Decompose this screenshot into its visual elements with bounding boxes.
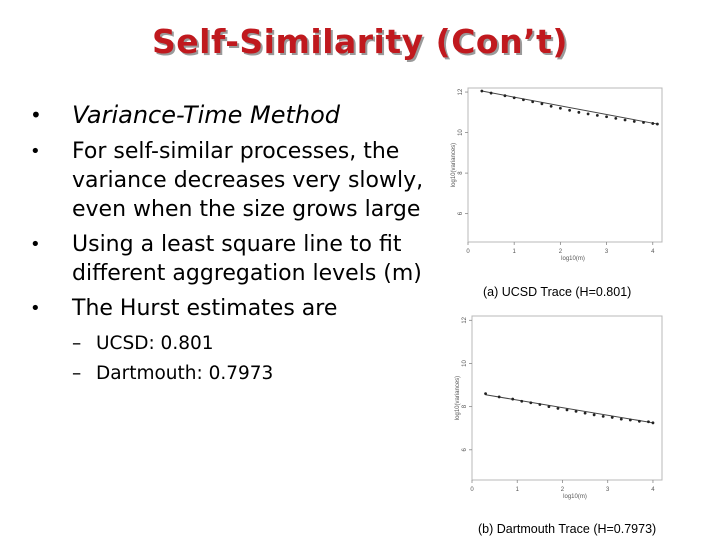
- y-tick-label: 8: [462, 404, 468, 408]
- dartmouth-variance-time-plot: 0 1 2 3 4 12 10 8 6 log10(m) log10(variances): [448, 310, 668, 510]
- x-axis-label: log10(m): [561, 256, 585, 262]
- y-tick-label: 6: [458, 211, 464, 215]
- sub-bullet-item: – UCSD: 0.801: [24, 329, 424, 359]
- fit-line: [485, 394, 654, 424]
- data-point: [628, 418, 632, 422]
- fit-line: [481, 90, 658, 125]
- data-point: [520, 399, 524, 403]
- data-point: [538, 403, 542, 406]
- sub-bullet-text: UCSD: 0.801: [96, 333, 214, 354]
- x-tick-label: 3: [606, 487, 610, 493]
- data-point: [511, 397, 515, 401]
- data-point: [637, 419, 641, 423]
- data-point: [522, 98, 525, 102]
- bullet-text: For self-similar processes, the variance…: [72, 139, 424, 222]
- y-axis-label: log10(variances): [455, 376, 461, 420]
- x-tick-label: 1: [516, 487, 520, 493]
- data-point: [568, 108, 572, 112]
- y-tick-label: 8: [458, 171, 464, 175]
- bullet-item: • Variance-Time Method: [24, 100, 424, 131]
- bullet-dot: •: [30, 298, 41, 319]
- sub-bullet-dash: –: [72, 363, 82, 384]
- x-tick-label: 0: [466, 249, 470, 255]
- bullet-item: • Using a least square line to fit diffe…: [24, 230, 424, 288]
- bullet-text: The Hurst estimates are: [72, 296, 338, 321]
- data-point: [558, 106, 562, 110]
- y-tick-label: 12: [462, 316, 468, 323]
- data-point: [503, 94, 507, 98]
- data-point: [614, 116, 618, 120]
- data-point: [549, 104, 553, 108]
- data-point: [595, 113, 599, 117]
- data-point: [619, 417, 623, 421]
- y-tick-label: 12: [458, 88, 464, 95]
- data-point: [547, 405, 551, 409]
- data-point: [574, 409, 578, 413]
- y-tick-label: 6: [462, 447, 468, 451]
- data-point: [577, 110, 581, 114]
- data-point: [497, 395, 501, 399]
- x-tick-label: 2: [561, 487, 565, 493]
- ucsd-plot-caption: (a) UCSD Trace (H=0.801): [483, 285, 632, 299]
- x-tick-label: 3: [605, 249, 609, 255]
- data-point: [632, 120, 636, 123]
- plot-frame: [467, 87, 663, 243]
- data-point: [556, 406, 560, 410]
- data-point: [651, 122, 655, 125]
- data-point: [651, 421, 655, 425]
- y-tick-label: 10: [458, 129, 464, 136]
- data-point: [583, 411, 587, 415]
- data-point: [529, 401, 533, 405]
- data-point: [605, 115, 608, 119]
- x-tick-label: 4: [651, 249, 655, 255]
- y-axis-label: log10(variances): [451, 143, 457, 187]
- bullet-item: • For self-similar processes, the varian…: [24, 137, 424, 224]
- bullet-list: • Variance-Time Method • For self-simila…: [24, 100, 424, 389]
- data-point: [610, 416, 614, 419]
- data-point: [540, 102, 544, 106]
- x-tick-label: 1: [513, 249, 517, 255]
- bullet-text: Using a least square line to fit differe…: [72, 232, 422, 286]
- x-tick-label: 0: [470, 487, 474, 493]
- data-point: [592, 413, 596, 417]
- x-tick-label: 4: [651, 487, 655, 493]
- x-tick-label: 2: [559, 249, 563, 255]
- data-point: [565, 408, 569, 412]
- data-point: [512, 96, 516, 100]
- data-point: [531, 100, 535, 104]
- data-point: [489, 91, 493, 95]
- slide-title: Self-Similarity (Con’t): [151, 22, 568, 61]
- bullet-dot: •: [30, 234, 41, 255]
- data-point: [480, 89, 484, 93]
- dartmouth-plot-caption: (b) Dartmouth Trace (H=0.7973): [478, 522, 657, 536]
- y-tick-label: 10: [462, 359, 468, 366]
- sub-bullet-dash: –: [72, 333, 82, 354]
- bullet-item: • The Hurst estimates are: [24, 294, 424, 323]
- data-point: [623, 118, 627, 122]
- bullet-dot: •: [30, 141, 41, 162]
- bullet-text: Variance-Time Method: [72, 101, 341, 129]
- sub-bullet-text: Dartmouth: 0.7973: [96, 363, 274, 384]
- data-point: [655, 122, 659, 126]
- plot-frame: [471, 315, 663, 481]
- sub-bullet-item: – Dartmouth: 0.7973: [24, 359, 424, 389]
- data-point: [484, 392, 487, 396]
- data-point: [647, 420, 650, 424]
- x-axis-label: log10(m): [563, 494, 587, 500]
- bullet-dot: •: [30, 103, 42, 127]
- ucsd-variance-time-plot: 0 1 2 3 4 12 10 8 6 log10(m) log10(variances): [448, 84, 668, 264]
- data-point: [586, 112, 590, 116]
- data-point: [642, 121, 645, 124]
- data-point: [601, 414, 605, 418]
